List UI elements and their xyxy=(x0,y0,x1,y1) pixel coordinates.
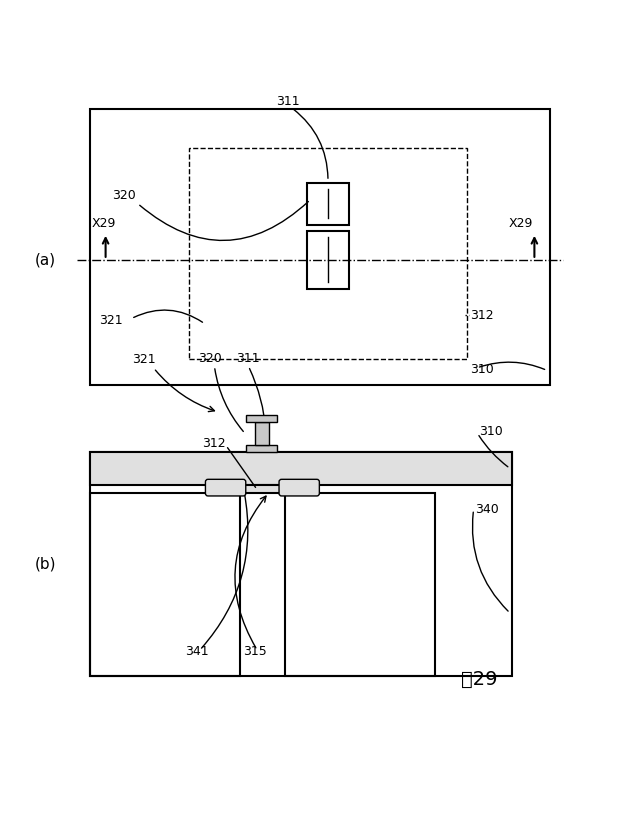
Text: 341: 341 xyxy=(186,646,209,659)
Text: (a): (a) xyxy=(35,252,56,267)
Bar xyxy=(246,415,277,422)
Bar xyxy=(307,231,349,289)
Text: 320: 320 xyxy=(112,189,136,202)
Text: 321: 321 xyxy=(99,314,123,326)
Bar xyxy=(90,109,550,384)
Text: X29: X29 xyxy=(92,217,116,230)
Text: 321: 321 xyxy=(132,353,156,366)
Bar xyxy=(239,485,285,493)
FancyBboxPatch shape xyxy=(279,479,319,496)
Text: (b): (b) xyxy=(35,556,57,571)
Bar xyxy=(90,493,240,676)
Text: 340: 340 xyxy=(475,502,499,515)
Bar xyxy=(189,148,467,359)
Text: 312: 312 xyxy=(470,309,494,322)
Text: X29: X29 xyxy=(509,217,533,230)
Text: 311: 311 xyxy=(237,352,260,365)
Text: 315: 315 xyxy=(243,646,267,659)
Bar xyxy=(255,422,269,444)
Bar xyxy=(90,452,512,676)
Text: 図29: 図29 xyxy=(461,671,497,689)
Bar xyxy=(307,183,349,225)
Text: 310: 310 xyxy=(470,363,494,376)
Text: 312: 312 xyxy=(202,436,226,449)
Bar xyxy=(246,444,277,452)
Text: 310: 310 xyxy=(479,425,502,438)
Bar xyxy=(90,452,512,485)
Bar xyxy=(285,493,435,676)
Text: 320: 320 xyxy=(198,352,222,365)
Text: 311: 311 xyxy=(276,95,300,108)
FancyBboxPatch shape xyxy=(205,479,246,496)
